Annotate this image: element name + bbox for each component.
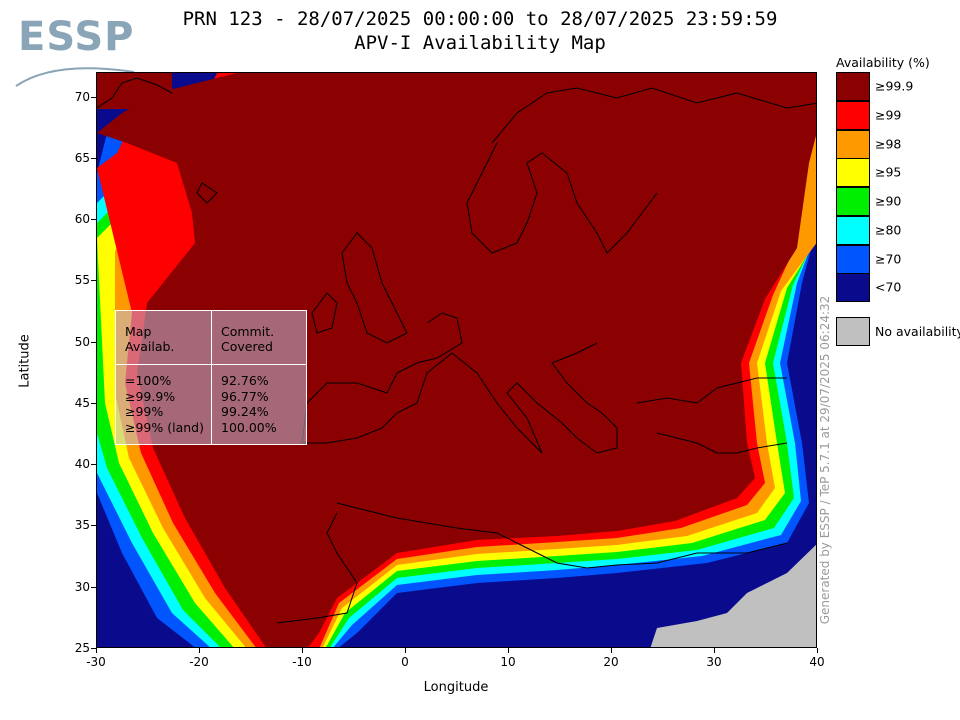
x-tick-label: -30 [86,655,106,669]
legend-label: ≥95 [875,164,902,180]
info-threshold: =100% [125,373,172,388]
y-tick-label: 70 [74,89,90,104]
legend-swatch [836,244,870,274]
x-tick-mark [302,648,303,653]
map-title: PRN 123 - 28/07/2025 00:00:00 to 28/07/2… [182,8,778,30]
y-tick-mark [91,96,96,98]
info-header-right-line: Covered [221,339,273,354]
y-tick-label: 45 [74,395,90,410]
x-tick-label: -20 [189,655,209,669]
x-tick-label: 20 [603,655,619,669]
x-tick-mark [611,648,612,653]
info-header-right-line: Commit. [221,324,275,339]
y-tick-mark [91,341,96,343]
legend-label: ≥90 [875,193,902,209]
info-header-left-line: Map [125,324,152,339]
legend-swatch [836,215,870,245]
map-subtitle: APV-I Availability Map [354,32,606,54]
x-tick-label: -10 [292,655,312,669]
y-tick-label: 60 [74,212,90,227]
legend-swatch [836,187,870,216]
y-tick-mark [91,525,96,527]
legend-swatch [836,72,870,101]
y-tick-label: 25 [74,641,90,655]
info-threshold: ≥99% (land) [125,419,204,435]
x-tick-mark [508,648,509,653]
y-tick-label: 30 [74,579,90,594]
info-coverage: 99.24% [221,404,269,419]
info-coverage: 96.77% [221,388,269,404]
legend-swatch [836,158,870,188]
info-row-divider [116,364,306,365]
x-tick-mark [96,648,97,653]
y-tick-label: 40 [74,457,90,472]
x-tick-label: 40 [809,655,825,669]
coastlines [196,87,816,624]
x-axis-label: Longitude [423,680,489,695]
x-tick-label: 10 [500,655,516,669]
essp-logo: ESSP [14,14,144,87]
generated-by-note: Generated by ESSP / TeP 5.7.1 at 29/07/2… [818,295,832,625]
info-coverage-column: 92.76% 96.77% 99.24% 100.00% [221,373,277,435]
legend-label: ≥99 [875,107,902,123]
y-tick-mark [91,219,96,221]
y-tick-label: 65 [74,150,90,165]
x-tick-mark [714,648,715,653]
logo-text: ESSP [18,14,135,60]
x-tick-label: 30 [706,655,722,669]
y-tick-mark [91,648,96,649]
info-coverage: 92.76% [221,373,269,388]
legend-label: ≥98 [875,136,902,151]
y-tick-label: 55 [74,273,90,288]
y-tick-mark [91,157,96,159]
info-header-left: Map Availab. [125,324,174,354]
info-header-right: Commit. Covered [221,324,274,354]
info-threshold: ≥99% [125,404,164,419]
legend-label: ≥99.9 [875,78,914,94]
x-tick-label: 0 [401,655,409,669]
legend-title: Availability (%) [836,55,930,70]
legend-swatch [836,100,870,130]
y-tick-label: 35 [74,518,90,533]
y-axis-label: Latitude [17,334,33,388]
y-tick-label: 50 [74,334,90,349]
info-header-left-line: Availab. [125,339,175,354]
coverage-info-box: Map Availab. Commit. Covered =100% ≥99.9… [115,310,307,445]
legend-label: ≥80 [875,222,902,238]
band-99-9 [97,73,816,647]
info-column-divider [211,311,212,444]
no-availability-region [650,544,816,647]
info-threshold: ≥99.9% [125,388,176,404]
availability-map-canvas [97,73,816,647]
y-tick-mark [91,402,96,404]
greenland-coast [97,77,173,109]
legend-label: ≥70 [875,251,902,266]
info-coverage: 100.00% [221,419,277,435]
availability-map[interactable] [96,72,817,648]
y-tick-mark [91,280,96,282]
y-tick-mark [91,464,96,466]
no-availability-swatch [836,317,870,346]
x-tick-mark [199,648,200,653]
x-tick-mark [817,648,818,653]
y-tick-mark [91,586,96,588]
legend-swatch [836,129,870,159]
legend-label: <70 [875,279,902,295]
no-availability-label: No availability [875,324,960,339]
logo-swoosh-icon [15,67,135,87]
info-threshold-column: =100% ≥99.9% ≥99% ≥99% (land) [125,373,204,435]
legend-swatch [836,273,870,303]
x-tick-mark [405,648,406,653]
